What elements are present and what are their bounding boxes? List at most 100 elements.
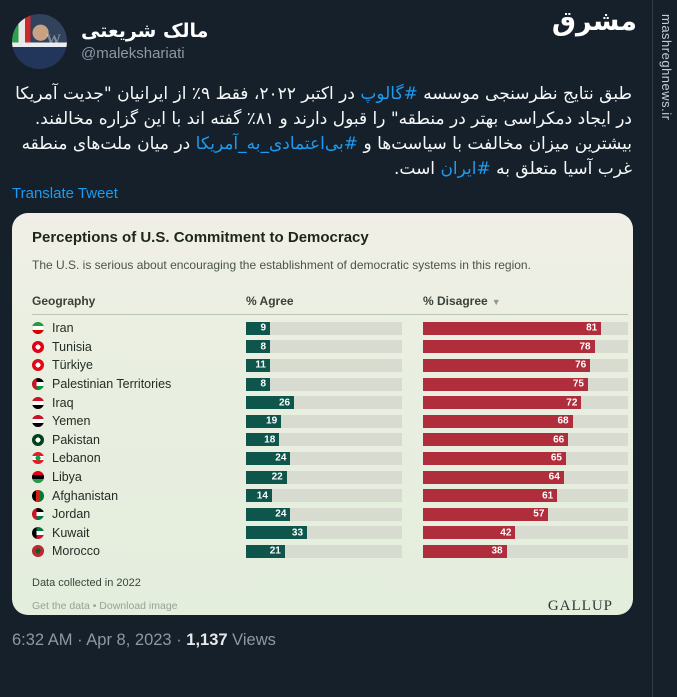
country-cell: Iran	[32, 321, 225, 335]
agree-bar-track: 8	[246, 340, 402, 354]
country-cell: Morocco	[32, 544, 225, 558]
tweet-text-segment: طبق نتایج نظرسنجی موسسه	[417, 84, 632, 104]
disagree-value: 61	[542, 490, 554, 502]
country-cell: Lebanon	[32, 451, 225, 465]
agree-bar: 19	[246, 414, 282, 428]
disagree-bar: 42	[423, 526, 516, 540]
disagree-value: 66	[553, 434, 565, 446]
hashtag-link[interactable]: #ایران	[440, 159, 491, 179]
agree-bar-track: 24	[246, 451, 402, 465]
disagree-bar: 81	[423, 321, 602, 335]
chart-bottom-bar: Get the data • Download image GALLUP	[32, 598, 628, 615]
hashtag-link[interactable]: #بی‌اعتمادی_به_آمریکا	[195, 134, 359, 154]
table-row: Afghanistan 14 61	[32, 486, 628, 505]
disagree-bar-track: 76	[423, 358, 628, 372]
agree-bar: 14	[246, 489, 272, 503]
tweet-text-segment: در اکتبر ۲۰۲۲، فقط ۹٪ از ایرانیان "جدیت …	[15, 84, 632, 154]
agree-bar: 9	[246, 321, 270, 335]
agree-value: 8	[260, 378, 266, 390]
disagree-value: 75	[572, 378, 584, 390]
agree-value: 24	[275, 452, 287, 464]
disagree-bar-track: 61	[423, 489, 628, 503]
disagree-bar-track: 75	[423, 377, 628, 391]
table-row: Iran 9 81	[32, 319, 628, 338]
country-cell: Tunisia	[32, 340, 225, 354]
table-row: Libya 22 64	[32, 468, 628, 487]
chart-rows: Iran 9 81 Tunisia 8 78 Türkiye 11 76 Palestinian …	[32, 319, 628, 561]
agree-value: 11	[255, 359, 266, 371]
country-flag-icon	[32, 545, 44, 558]
disagree-bar-track: 57	[423, 507, 628, 521]
agree-bar-track: 19	[246, 414, 402, 428]
agree-bar-track: 24	[246, 507, 402, 521]
tweet-text: طبق نتایج نظرسنجی موسسه #گالوپ در اکتبر …	[12, 82, 632, 182]
gallup-chart-image[interactable]: Perceptions of U.S. Commitment to Democr…	[12, 213, 633, 615]
table-row: Jordan 24 57	[32, 505, 628, 524]
get-data-link[interactable]: Get the data • Download image	[32, 600, 178, 613]
disagree-bar: 66	[423, 433, 569, 447]
country-label: Morocco	[52, 544, 100, 559]
disagree-bar-track: 68	[423, 414, 628, 428]
country-label: Kuwait	[52, 525, 90, 540]
country-flag-icon	[32, 489, 44, 502]
disagree-value: 76	[575, 359, 587, 371]
table-row: Yemen 19 68	[32, 412, 628, 431]
country-flag-icon	[32, 433, 44, 446]
user-handle[interactable]: @malekshariati	[81, 45, 185, 62]
table-row: Morocco 21 38	[32, 542, 628, 561]
table-row: Tunisia 8 78	[32, 338, 628, 357]
country-label: Lebanon	[52, 451, 101, 466]
agree-value: 14	[256, 490, 268, 502]
agree-value: 21	[269, 545, 281, 557]
author-names: مالک شریعتی @malekshariati	[81, 20, 208, 62]
hashtag-link[interactable]: #گالوپ	[360, 84, 418, 104]
table-row: Pakistan 18 66	[32, 431, 628, 450]
country-flag-icon	[32, 471, 44, 484]
tweet-body: W مالک شریعتی @malekshariati طبق نتایج ن…	[12, 12, 633, 650]
agree-bar: 8	[246, 377, 270, 391]
country-label: Iran	[52, 321, 74, 336]
country-cell: Libya	[32, 470, 225, 484]
agree-bar-track: 11	[246, 358, 402, 372]
agree-value: 9	[260, 322, 266, 334]
disagree-bar-track: 38	[423, 544, 628, 558]
display-name[interactable]: مالک شریعتی	[81, 20, 209, 42]
disagree-bar: 38	[423, 544, 507, 558]
column-header-disagree[interactable]: % Disagree ▼	[423, 294, 501, 308]
gallup-wordmark: GALLUP	[547, 597, 613, 614]
sort-descending-icon: ▼	[491, 297, 501, 307]
table-row: Lebanon 24 65	[32, 449, 628, 468]
country-cell: Türkiye	[32, 358, 225, 372]
country-cell: Kuwait	[32, 526, 225, 540]
translate-tweet-link[interactable]: Translate Tweet	[12, 185, 118, 202]
country-cell: Iraq	[32, 396, 225, 410]
country-cell: Jordan	[32, 507, 225, 521]
disagree-value: 81	[586, 322, 598, 334]
table-row: Kuwait 33 42	[32, 524, 628, 543]
agree-bar: 21	[246, 544, 285, 558]
agree-bar-track: 18	[246, 433, 402, 447]
country-flag-icon	[32, 452, 44, 465]
tweet-header: W مالک شریعتی @malekshariati	[12, 12, 632, 70]
agree-value: 26	[278, 397, 291, 409]
table-row: Türkiye 11 76	[32, 356, 628, 375]
timestamp[interactable]: 6:32 AM · Apr 8, 2023 · 1,137 Views	[12, 631, 632, 650]
separator: ·	[171, 631, 187, 649]
disagree-bar-track: 64	[423, 470, 628, 484]
disagree-value: 68	[557, 415, 569, 427]
disagree-bar: 72	[423, 396, 582, 410]
disagree-value: 72	[566, 397, 578, 409]
watermark-url: mashreghnews.ir	[659, 14, 674, 121]
agree-value: 19	[266, 415, 278, 427]
agree-bar-track: 26	[246, 396, 402, 410]
agree-bar-track: 8	[246, 377, 402, 391]
column-header-geography: Geography	[32, 294, 96, 308]
chart-title: Perceptions of U.S. Commitment to Democr…	[32, 229, 369, 246]
time-date: 6:32 AM · Apr 8, 2023	[12, 631, 172, 649]
disagree-bar-track: 66	[423, 433, 628, 447]
avatar-watermark-icon: W	[46, 31, 61, 48]
avatar[interactable]: W	[12, 13, 67, 69]
agree-bar-track: 9	[246, 321, 402, 335]
country-flag-icon	[32, 508, 44, 521]
